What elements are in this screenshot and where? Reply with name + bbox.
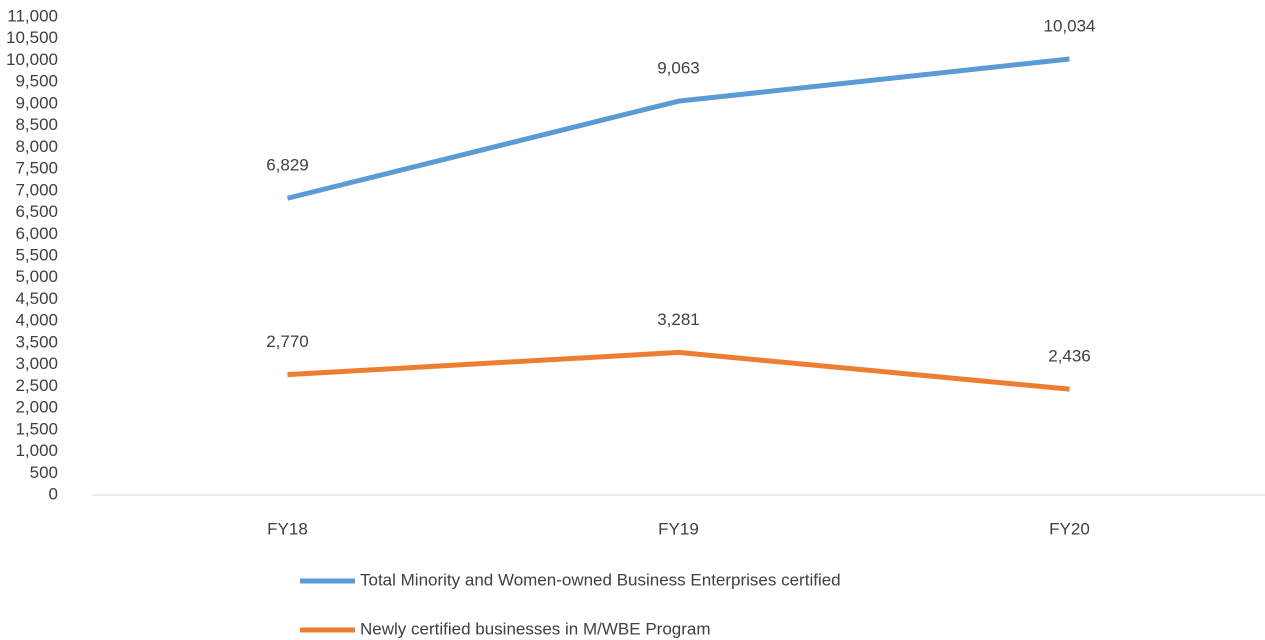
data-label: 2,770 — [266, 332, 309, 351]
y-tick-label: 3,500 — [15, 332, 58, 351]
y-tick-label: 7,000 — [15, 180, 58, 199]
y-tick-label: 9,500 — [15, 72, 58, 91]
x-tick-label: FY18 — [267, 519, 308, 538]
y-tick-label: 6,500 — [15, 202, 58, 221]
y-tick-label: 4,500 — [15, 289, 58, 308]
y-tick-label: 1,000 — [15, 441, 58, 460]
line — [287, 349, 1070, 392]
y-tick-label: 6,000 — [15, 224, 58, 243]
y-tick-label: 0 — [49, 484, 58, 503]
y-tick-label: 9,000 — [15, 93, 58, 112]
y-tick-label: 8,000 — [15, 137, 58, 156]
data-label: 2,436 — [1048, 347, 1091, 366]
y-tick-label: 5,000 — [15, 267, 58, 286]
y-tick-label: 11,000 — [7, 6, 58, 25]
y-tick-label: 7,500 — [15, 159, 58, 178]
y-tick-label: 3,000 — [15, 354, 58, 373]
y-tick-label: 2,000 — [15, 398, 58, 417]
y-tick-label: 10,500 — [6, 28, 58, 47]
y-tick-label: 1,500 — [15, 419, 58, 438]
y-tick-label: 8,500 — [15, 115, 58, 134]
y-tick-label: 4,000 — [15, 311, 58, 330]
legend-label: Total Minority and Women-owned Business … — [360, 570, 841, 589]
data-label: 6,829 — [266, 156, 309, 175]
x-tick-label: FY19 — [658, 519, 699, 538]
y-tick-label: 2,500 — [15, 376, 58, 395]
data-label: 3,281 — [657, 310, 700, 329]
x-tick-label: FY20 — [1049, 519, 1090, 538]
line — [286, 56, 1070, 201]
y-tick-label: 10,000 — [6, 50, 58, 69]
y-tick-label: 5,500 — [15, 245, 58, 264]
data-label: 10,034 — [1044, 16, 1096, 35]
data-label: 9,063 — [657, 59, 700, 78]
legend-label: Newly certified businesses in M/WBE Prog… — [360, 619, 711, 638]
y-tick-label: 500 — [30, 463, 58, 482]
